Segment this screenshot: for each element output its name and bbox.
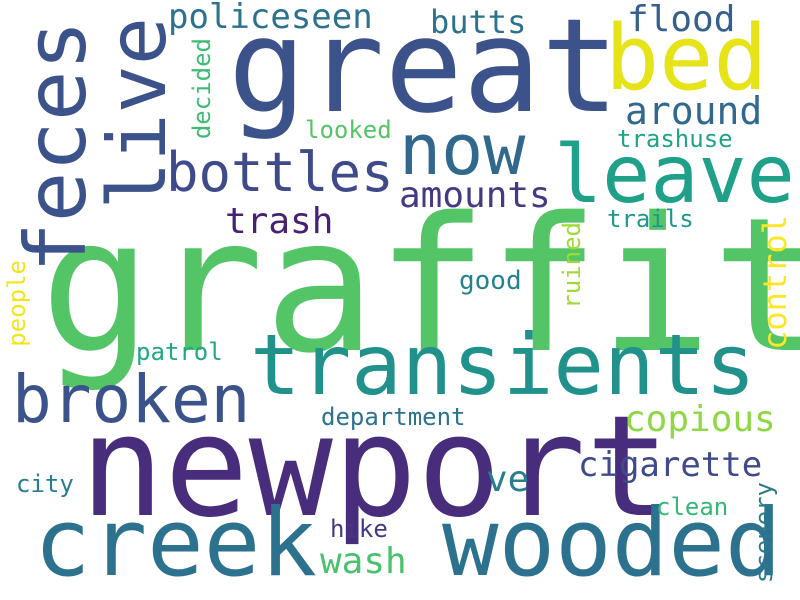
word-ruined: ruined	[558, 222, 586, 309]
word-newport: newport	[80, 386, 671, 549]
word-policeseen: policeseen	[168, 0, 373, 37]
word-great: great	[228, 0, 620, 142]
word-around: around	[625, 89, 763, 133]
word-ve: ve	[486, 459, 530, 500]
word-creek: creek	[34, 489, 317, 598]
word-graffiti: graffiti	[40, 177, 800, 394]
word-control: control	[756, 215, 794, 350]
word-cigarette: cigarette	[578, 445, 763, 485]
word-decided: decided	[188, 38, 216, 140]
word-now: now	[399, 109, 526, 191]
word-good: good	[459, 266, 522, 296]
word-transients: transients	[250, 316, 756, 414]
word-wash: wash	[320, 541, 407, 582]
word-trashuse: trashuse	[617, 125, 733, 153]
word-bottles: bottles	[166, 141, 394, 204]
word-trails: trails	[607, 205, 694, 233]
word-bed: bed	[605, 6, 768, 111]
word-copious: copious	[624, 399, 776, 440]
word-city: city	[16, 470, 74, 498]
word-patrol: patrol	[136, 338, 223, 366]
word-butts: butts	[430, 3, 527, 41]
word-department: department	[321, 403, 466, 431]
word-clean: clean	[656, 493, 729, 521]
word-trash: trash	[225, 201, 334, 242]
word-amounts: amounts	[399, 175, 551, 216]
word-broken: broken	[12, 361, 251, 438]
word-scenery: scenery	[750, 482, 778, 584]
word-looked: looked	[305, 116, 392, 144]
word-feces: feces	[7, 20, 105, 273]
word-wooded: wooded	[442, 489, 782, 598]
word-flood: flood	[627, 0, 736, 40]
word-people: people	[3, 260, 31, 347]
word-hike: hike	[330, 515, 388, 543]
word-leave: leave	[554, 128, 795, 221]
